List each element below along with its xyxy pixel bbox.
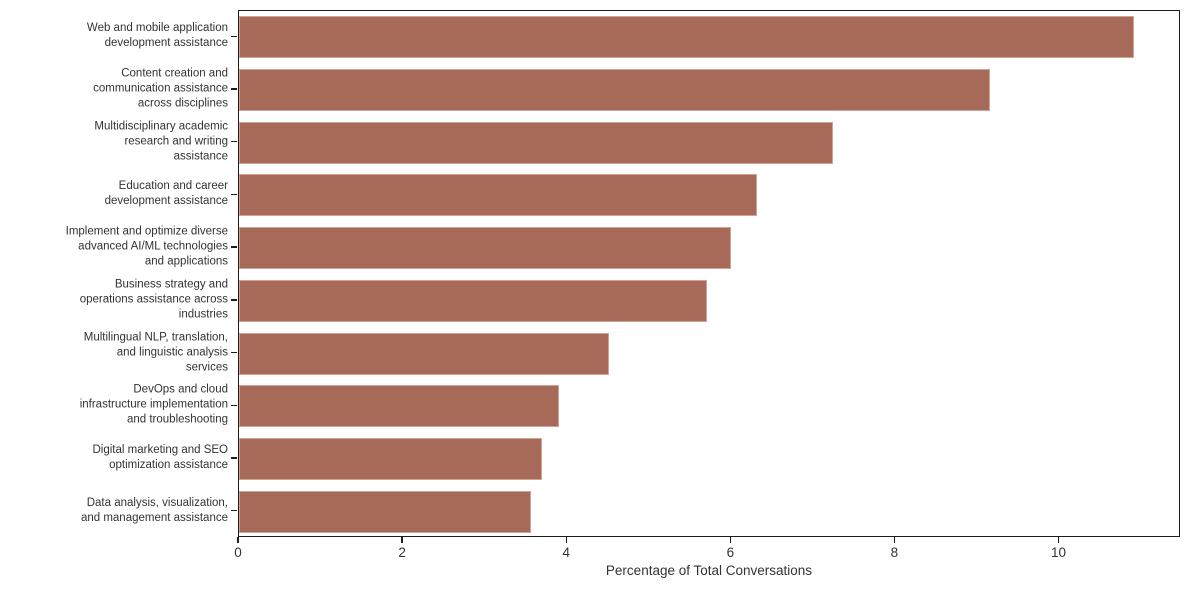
x-tick-label: 0 — [234, 545, 242, 560]
y-tick-label: Data analysis, visualization, and manage… — [80, 496, 228, 524]
y-tick-mark — [231, 509, 237, 512]
x-tick-label: 6 — [726, 545, 735, 560]
y-tick-mark — [231, 193, 237, 196]
plot-area — [238, 10, 1180, 537]
y-tick-label: Content creation and communication assis… — [93, 67, 228, 110]
x-tick-mark — [729, 537, 732, 543]
x-tick-label: 4 — [562, 545, 570, 560]
x-tick-label: 10 — [1051, 545, 1067, 560]
y-tick-label: Business strategy and operations assista… — [79, 278, 228, 321]
x-tick-label: 8 — [890, 545, 899, 560]
bar — [239, 279, 707, 322]
y-tick-mark — [231, 141, 237, 143]
bar — [239, 227, 732, 270]
bar — [239, 121, 834, 164]
bar — [239, 174, 758, 217]
y-tick-mark — [231, 299, 237, 301]
y-tick-mark — [231, 246, 237, 248]
y-tick-mark — [231, 457, 237, 459]
y-tick-label: Multidisciplinary academic research and … — [94, 120, 228, 163]
y-tick-label: Education and career development assista… — [104, 180, 228, 208]
x-tick-mark — [1057, 537, 1060, 543]
y-tick-label: Multilingual NLP, translation, and lingu… — [83, 331, 228, 374]
y-tick-label: Digital marketing and SEO optimization a… — [92, 443, 228, 471]
x-axis-label: Percentage of Total Conversations — [605, 563, 813, 578]
y-tick-mark — [231, 351, 237, 354]
y-tick-mark — [231, 35, 237, 38]
bar — [239, 490, 532, 533]
bar — [239, 69, 990, 112]
bar — [239, 437, 542, 480]
bar — [239, 385, 560, 428]
y-tick-label: DevOps and cloud infrastructure implemen… — [79, 383, 228, 426]
x-tick-label: 2 — [398, 545, 406, 560]
x-tick-mark — [237, 537, 239, 543]
bar — [239, 332, 610, 375]
y-tick-label: Implement and optimize diverse advanced … — [65, 225, 228, 268]
y-tick-mark — [231, 404, 237, 406]
y-tick-mark — [231, 88, 237, 90]
y-tick-label: Web and mobile application development a… — [86, 22, 228, 50]
bar — [239, 16, 1134, 59]
x-tick-mark — [565, 537, 567, 543]
x-tick-mark — [401, 537, 403, 543]
x-tick-mark — [893, 537, 896, 543]
